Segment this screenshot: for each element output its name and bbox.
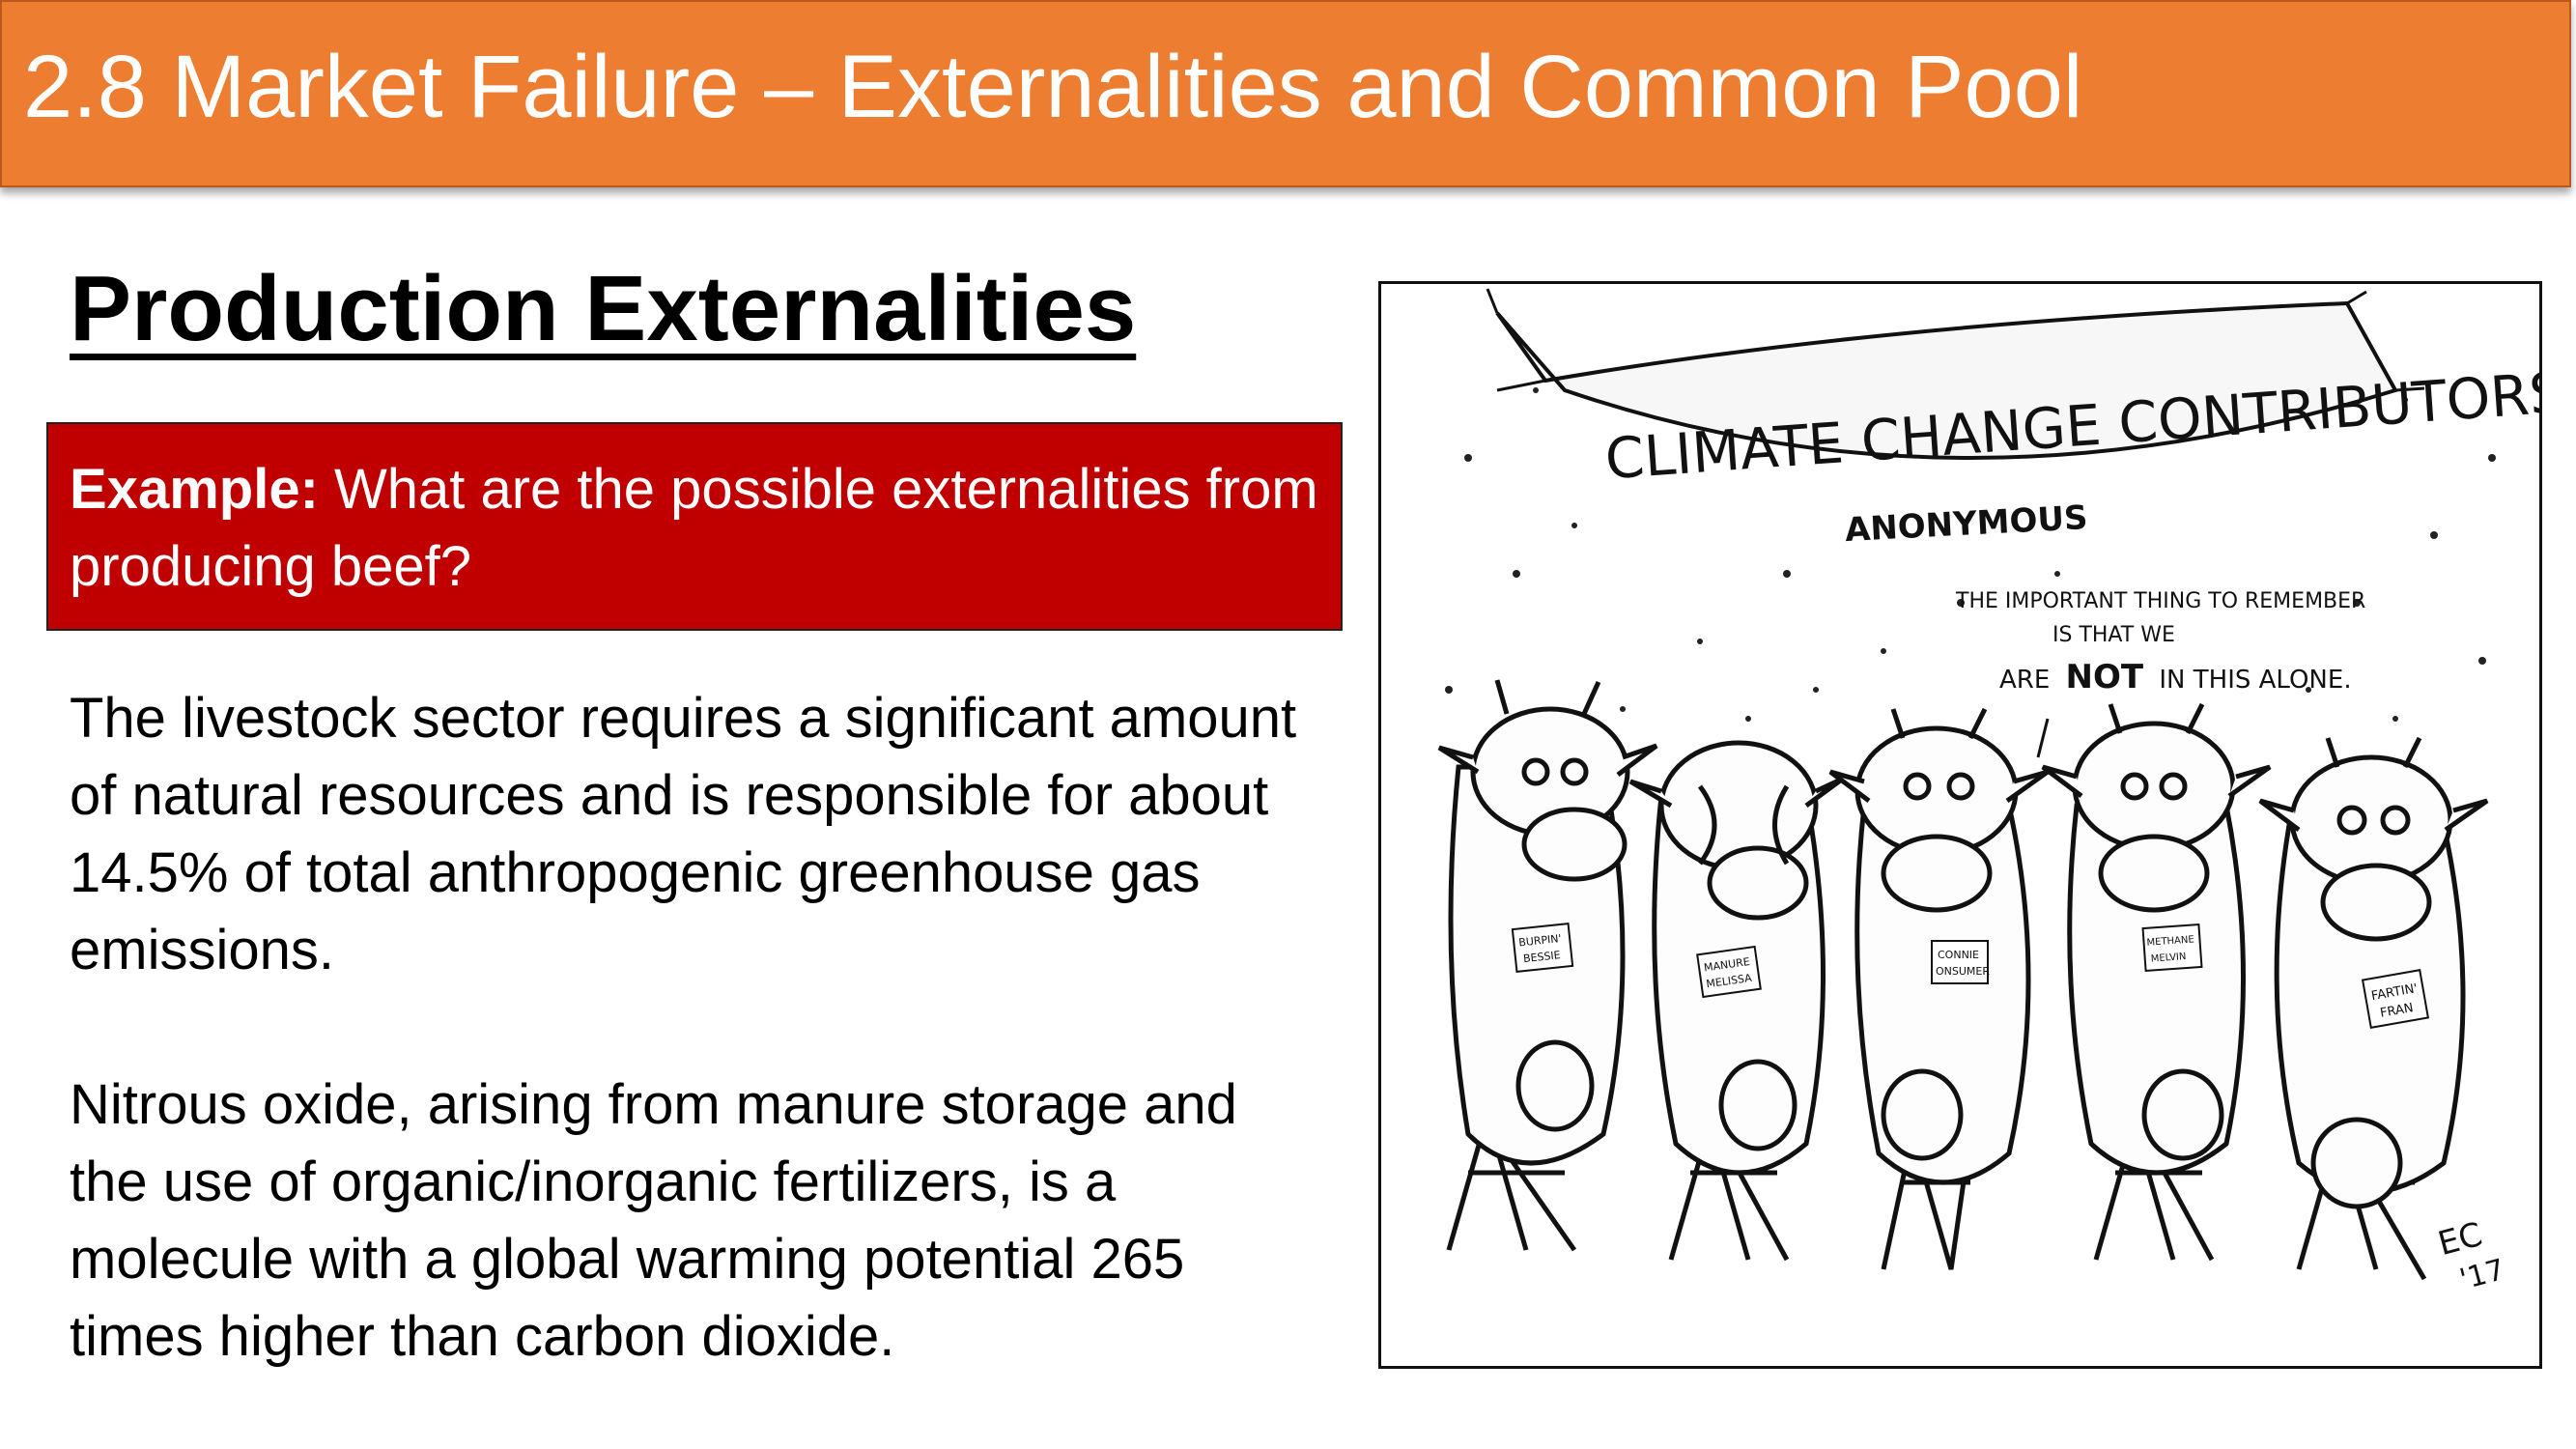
background-dots [1445, 387, 2496, 722]
title-bar: 2.8 Market Failure – Externalities and C… [0, 0, 2571, 187]
cow-methane-melvin [2041, 702, 2272, 1262]
banner [1486, 288, 2425, 460]
speech-line-3-bold: NOT [2066, 658, 2144, 696]
cow-3-tag-line-1: CONNIE [1938, 949, 1979, 961]
example-question: What are the possible externalities from… [70, 458, 1318, 598]
paragraph-livestock: The livestock sector requires a signific… [70, 687, 1297, 981]
cow-manure-melissa [1628, 740, 1845, 1262]
cow-4-tag-line-2: MELVIN [2150, 952, 2186, 965]
section-heading: Production Externalities [70, 257, 1137, 360]
cow-1-tag-line-2: BESSIE [1522, 949, 1561, 965]
paragraph-nitrous-oxide: Nitrous oxide, arising from manure stora… [70, 1073, 1237, 1368]
cow-3-tag-line-2: ONSUMER [1936, 965, 1990, 978]
speech-line-3: ARE NOT IN THIS ALONE. [1999, 658, 2352, 696]
speech-line-3-pre: ARE [1999, 666, 2050, 695]
cow-4-tag-line-1: METHANE [2146, 934, 2194, 948]
banner-subtitle: ANONYMOUS [1844, 498, 2088, 550]
signature-year: '17 [2456, 1253, 2508, 1297]
signature-initials: EC [2434, 1215, 2486, 1264]
cow-connie-onsumer [1828, 707, 2050, 1270]
cartoon-illustration: CLIMATE CHANGE CONTRIBUTORS ANONYMOUS TH… [1437, 288, 2539, 1297]
cow-1-tag-line-1: BURPIN' [1518, 932, 1562, 950]
example-box: Example: What are the possible externali… [46, 422, 1343, 631]
climate-cartoon: CLIMATE CHANGE CONTRIBUTORS ANONYMOUS TH… [1378, 281, 2542, 1369]
speech-line-3-post: IN THIS ALONE. [2159, 666, 2351, 695]
slide-title: 2.8 Market Failure – Externalities and C… [23, 38, 2083, 136]
speech-line-1: THE IMPORTANT THING TO REMEMBER [1955, 589, 2365, 613]
speech-line-2: IS THAT WE [2052, 623, 2175, 647]
example-label: Example: [70, 458, 319, 521]
cow-5-tag-line-2: FRAN [2379, 1001, 2415, 1021]
